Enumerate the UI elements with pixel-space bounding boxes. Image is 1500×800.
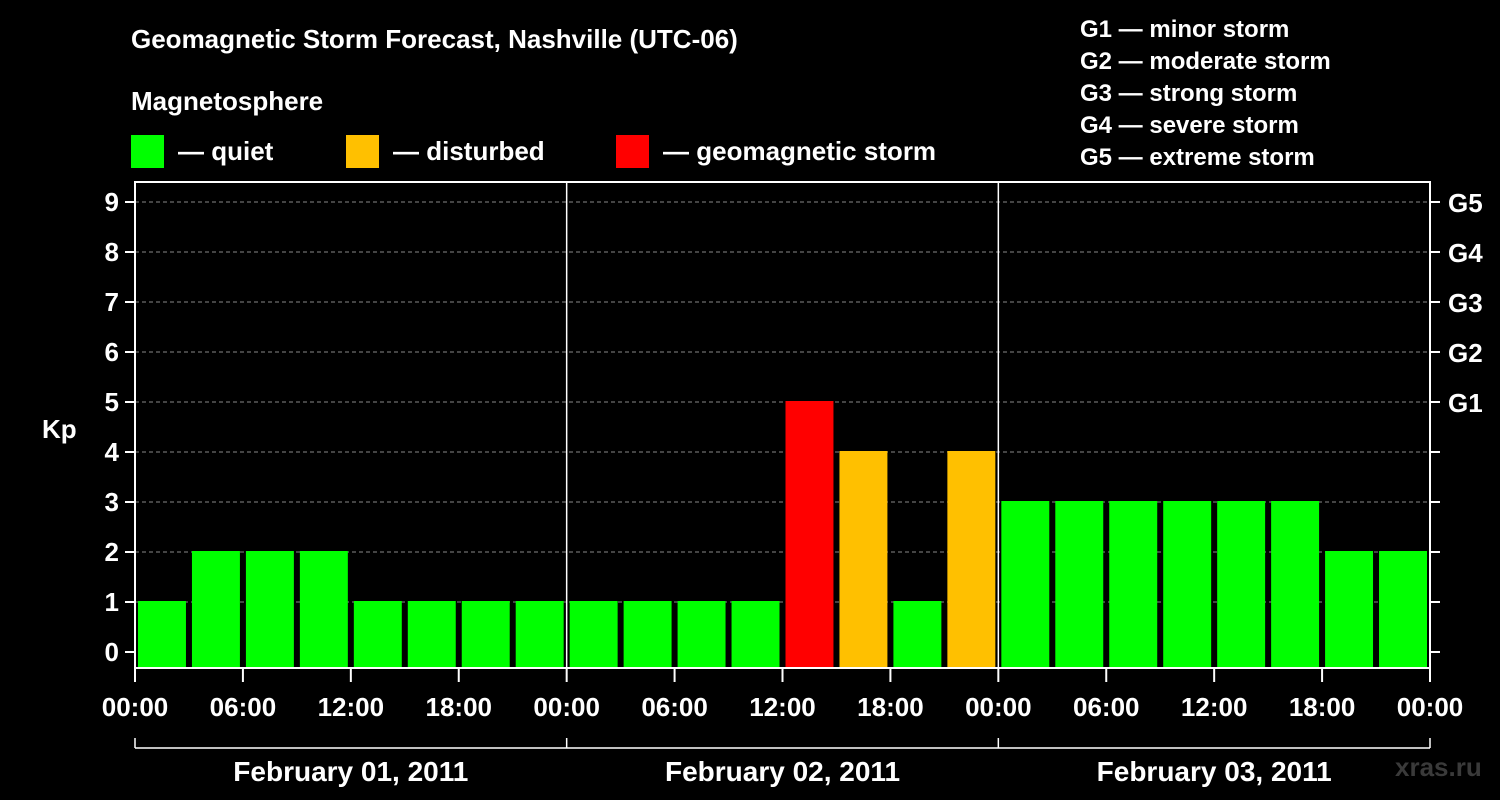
y-tick-label: 8 bbox=[105, 237, 119, 267]
kp-bar bbox=[1217, 501, 1266, 668]
y-tick-label: 4 bbox=[105, 437, 120, 467]
legend-label-quiet: — quiet bbox=[178, 135, 274, 166]
kp-bar bbox=[191, 551, 240, 668]
x-tick-label: 00:00 bbox=[102, 692, 169, 722]
g-scale-label: G1 bbox=[1448, 388, 1483, 418]
kp-bar bbox=[461, 601, 510, 668]
kp-bar bbox=[1001, 501, 1050, 668]
g-scale-label: G4 bbox=[1448, 238, 1483, 268]
legend-swatch-storm bbox=[616, 134, 649, 168]
x-tick-label: 00:00 bbox=[965, 692, 1032, 722]
storm-scale-g3: G3 — strong storm bbox=[1080, 80, 1298, 107]
x-tick-label: 12:00 bbox=[1181, 692, 1248, 722]
kp-bar bbox=[893, 601, 942, 668]
x-tick-label: 18:00 bbox=[857, 692, 924, 722]
kp-bar bbox=[407, 601, 456, 668]
y-tick-label: 1 bbox=[105, 587, 119, 617]
storm-scale-g1: G1 — minor storm bbox=[1080, 16, 1290, 43]
x-tick-label: 00:00 bbox=[1397, 692, 1464, 722]
kp-bar bbox=[731, 601, 780, 668]
legend-item-quiet: — quiet bbox=[131, 134, 273, 168]
watermark: xras.ru bbox=[1395, 752, 1482, 782]
kp-bar bbox=[1163, 501, 1212, 668]
storm-scale-g4: G4 — severe storm bbox=[1080, 112, 1299, 139]
date-label: February 01, 2011 bbox=[233, 756, 468, 787]
chart-title: Geomagnetic Storm Forecast, Nashville (U… bbox=[131, 24, 738, 54]
y-axis-label: Kp bbox=[42, 414, 77, 444]
legend-item-disturbed: — disturbed bbox=[346, 134, 545, 168]
kp-bar bbox=[245, 551, 294, 668]
y-tick-label: 5 bbox=[105, 387, 119, 417]
kp-bar bbox=[1271, 501, 1320, 668]
kp-bar bbox=[299, 551, 348, 668]
y-tick-label: 6 bbox=[105, 337, 119, 367]
date-label: February 03, 2011 bbox=[1097, 756, 1332, 787]
legend-swatch-disturbed bbox=[346, 134, 379, 168]
kp-bar bbox=[947, 451, 996, 668]
kp-bar bbox=[785, 401, 834, 668]
storm-scale-g2: G2 — moderate storm bbox=[1080, 48, 1331, 75]
kp-bar bbox=[569, 601, 618, 668]
legend-item-storm: — geomagnetic storm bbox=[616, 134, 936, 168]
x-tick-label: 18:00 bbox=[426, 692, 493, 722]
x-tick-label: 12:00 bbox=[318, 692, 385, 722]
x-tick-label: 06:00 bbox=[641, 692, 708, 722]
x-tick-label: 18:00 bbox=[1289, 692, 1356, 722]
y-tick-label: 2 bbox=[105, 537, 119, 567]
storm-scale-g5: G5 — extreme storm bbox=[1080, 144, 1315, 171]
y-tick-label: 7 bbox=[105, 287, 119, 317]
g-scale-label: G3 bbox=[1448, 288, 1483, 318]
kp-bar bbox=[623, 601, 672, 668]
x-tick-label: 00:00 bbox=[533, 692, 600, 722]
legend-swatch-quiet bbox=[131, 134, 164, 168]
legend-label-storm: — geomagnetic storm bbox=[663, 135, 937, 166]
legend-title: Magnetosphere bbox=[131, 86, 324, 116]
kp-bar bbox=[677, 601, 726, 668]
kp-bar bbox=[515, 601, 564, 668]
date-label: February 02, 2011 bbox=[665, 756, 900, 787]
y-tick-label: 9 bbox=[105, 187, 119, 217]
y-tick-label: 0 bbox=[105, 637, 119, 667]
storm-scale-legend: G1 — minor storm G2 — moderate storm G3 … bbox=[1080, 14, 1331, 174]
x-tick-label: 12:00 bbox=[749, 692, 816, 722]
kp-bar bbox=[1325, 551, 1374, 668]
kp-bar bbox=[1109, 501, 1158, 668]
kp-bar bbox=[1055, 501, 1104, 668]
kp-bar bbox=[839, 451, 888, 668]
g-scale-label: G2 bbox=[1448, 338, 1483, 368]
kp-bar bbox=[1379, 551, 1427, 668]
g-scale-label: G5 bbox=[1448, 188, 1483, 218]
kp-bar bbox=[138, 601, 186, 668]
kp-bar bbox=[353, 601, 402, 668]
y-tick-label: 3 bbox=[105, 487, 119, 517]
x-tick-label: 06:00 bbox=[210, 692, 277, 722]
legend-label-disturbed: — disturbed bbox=[393, 135, 545, 166]
x-tick-label: 06:00 bbox=[1073, 692, 1140, 722]
